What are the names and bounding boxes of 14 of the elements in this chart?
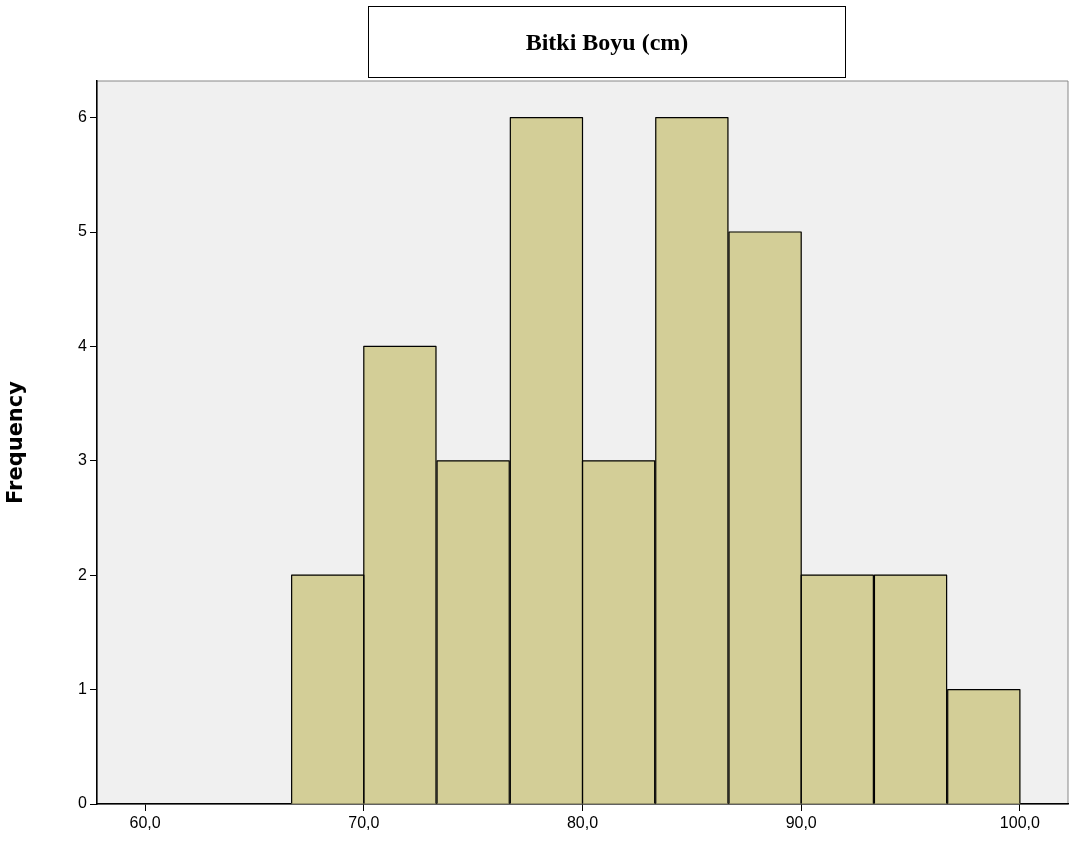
y-axis-title: Frequency xyxy=(3,380,28,504)
x-tick-label: 100,0 xyxy=(999,814,1040,832)
y-tick-label: 1 xyxy=(78,680,88,698)
x-tick-label: 70,0 xyxy=(348,814,380,832)
x-tick-label: 60,0 xyxy=(129,814,161,832)
y-tick-label: 6 xyxy=(78,108,88,126)
y-tick-label: 3 xyxy=(78,451,88,469)
y-tick-label: 2 xyxy=(78,565,88,583)
x-tick-label: 90,0 xyxy=(785,814,817,832)
x-tick-label: 80,0 xyxy=(566,814,599,832)
y-tick-label: 0 xyxy=(78,794,88,812)
chart-title: Bitki Boyu (cm) xyxy=(368,6,846,78)
y-tick-label: 5 xyxy=(78,222,88,240)
y-tick-label: 4 xyxy=(78,336,88,354)
